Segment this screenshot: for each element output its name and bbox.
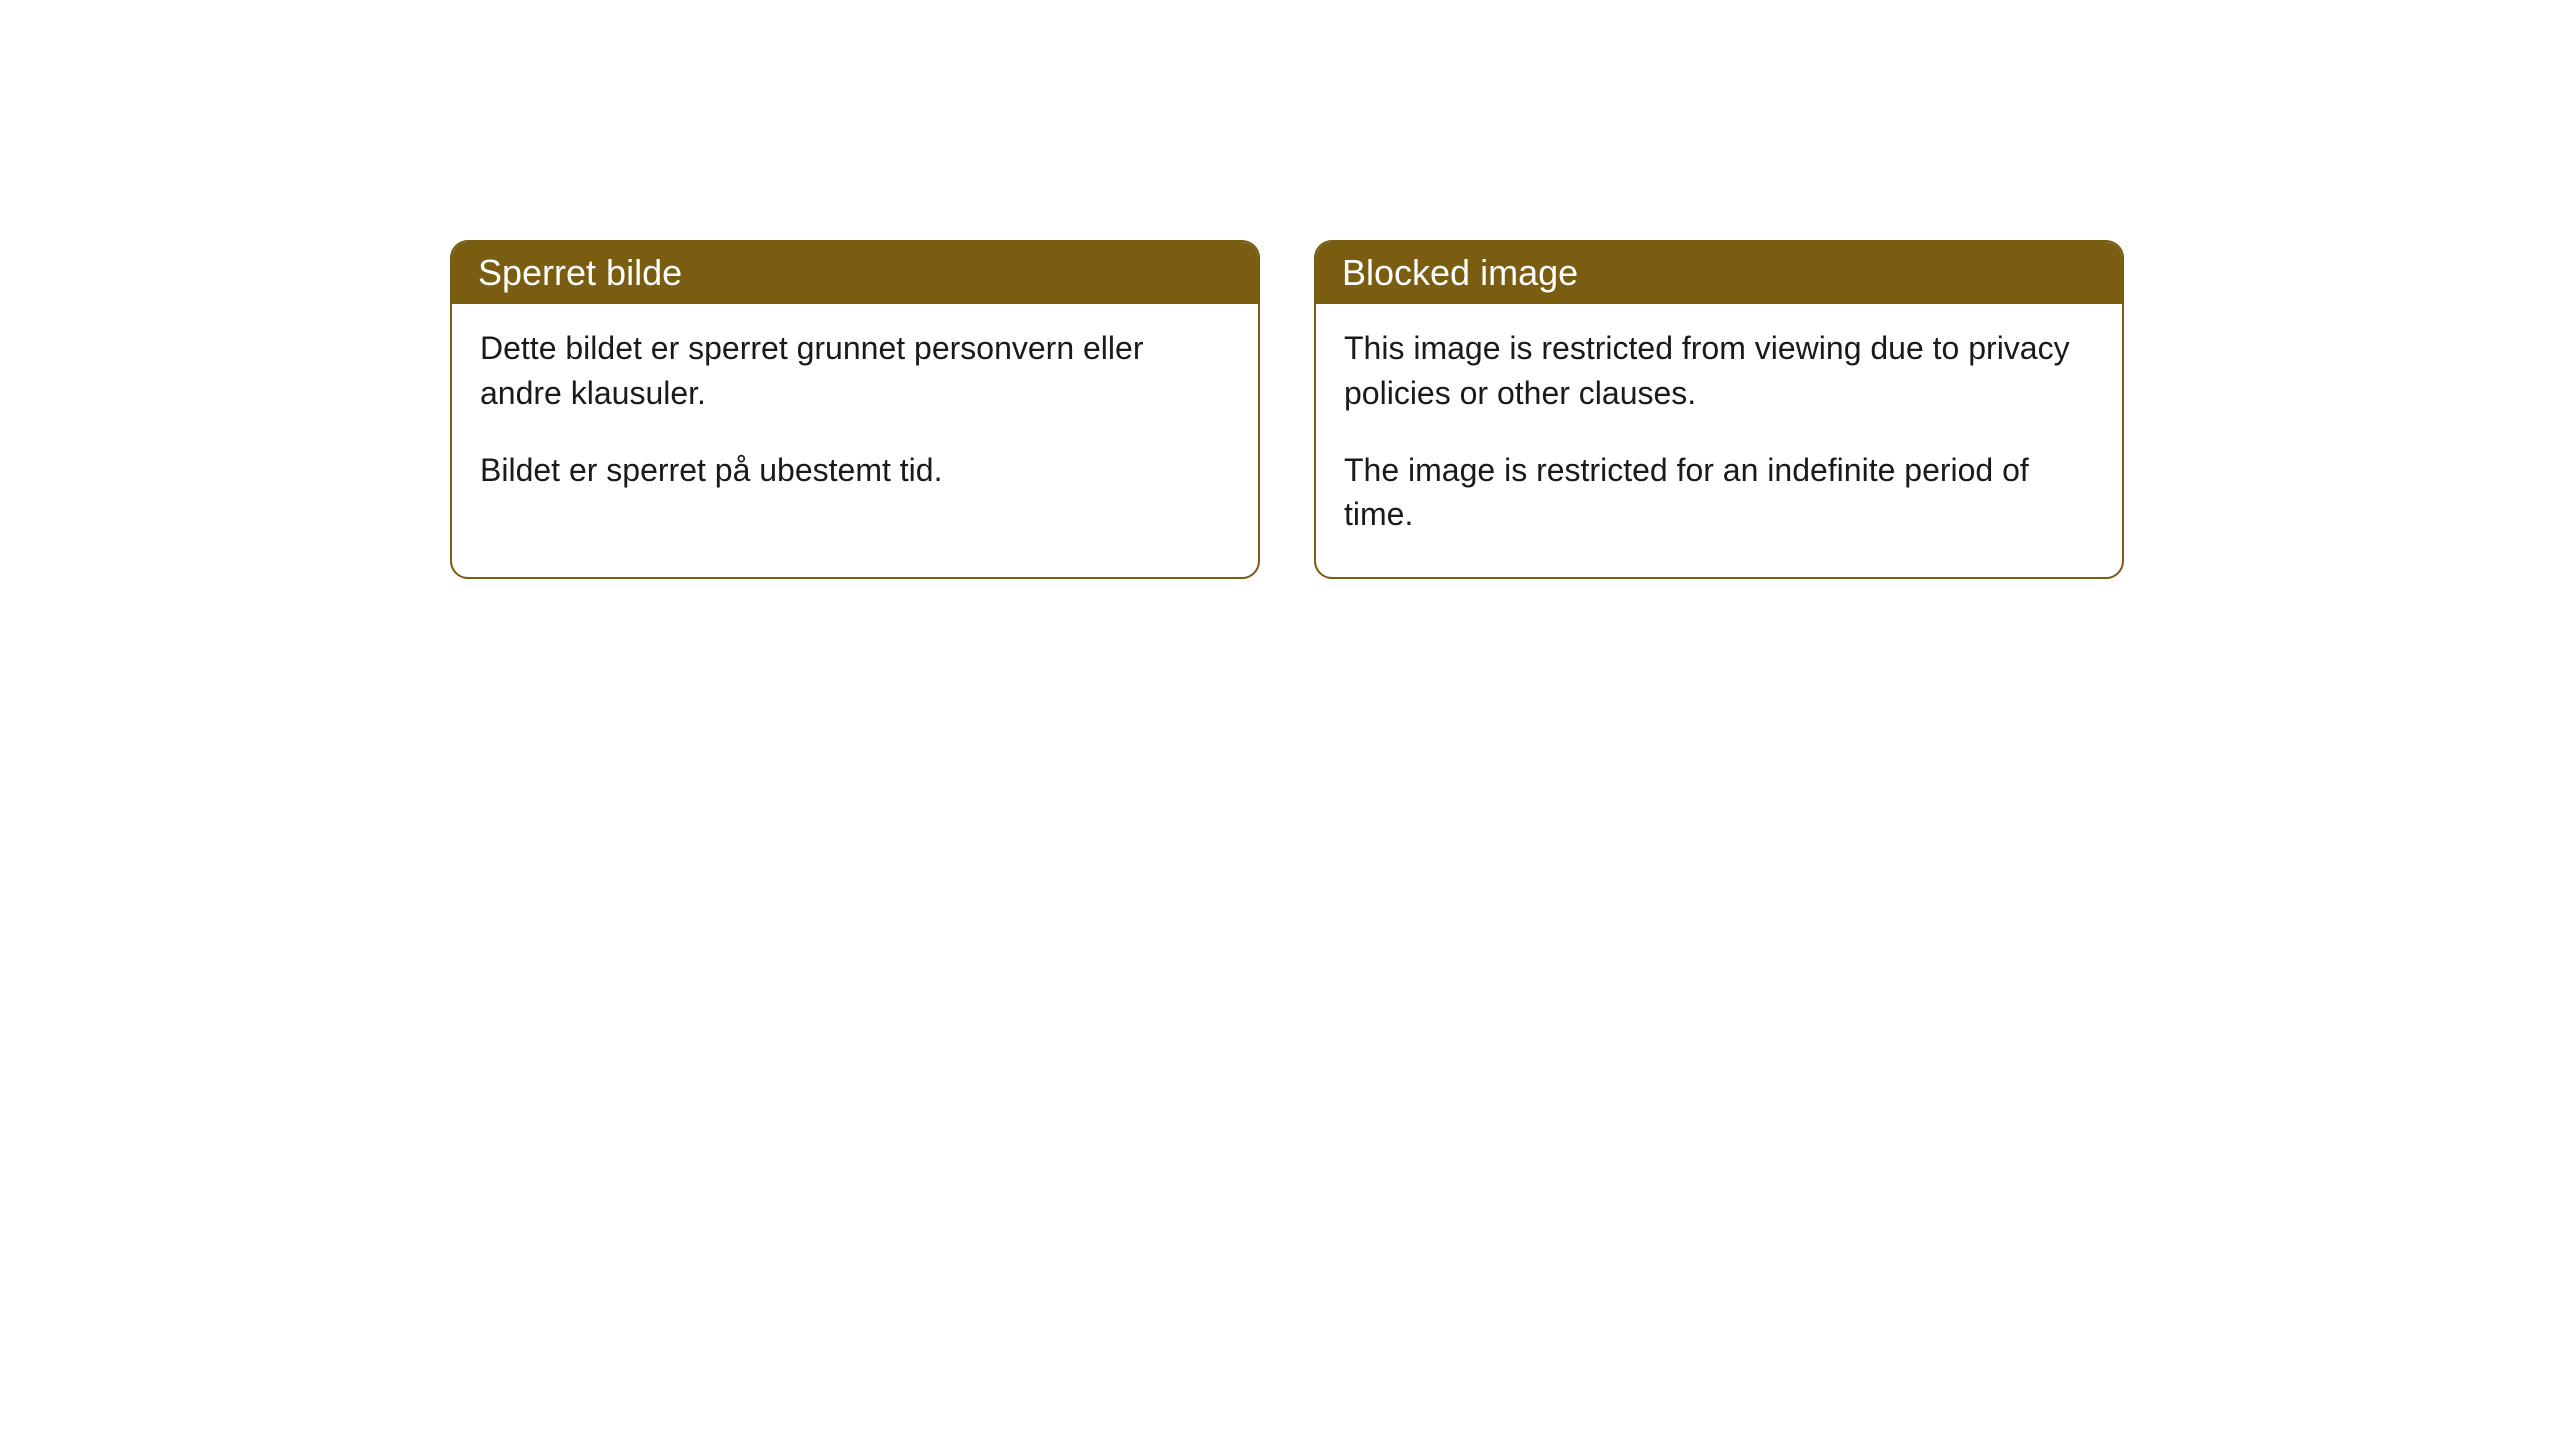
- card-text-1: Dette bildet er sperret grunnet personve…: [480, 326, 1230, 416]
- blocked-image-card-norwegian: Sperret bilde Dette bildet er sperret gr…: [450, 240, 1260, 579]
- card-text-2: The image is restricted for an indefinit…: [1344, 448, 2094, 538]
- card-text-1: This image is restricted from viewing du…: [1344, 326, 2094, 416]
- blocked-image-card-english: Blocked image This image is restricted f…: [1314, 240, 2124, 579]
- card-text-2: Bildet er sperret på ubestemt tid.: [480, 448, 1230, 493]
- card-body-norwegian: Dette bildet er sperret grunnet personve…: [452, 304, 1258, 532]
- card-title: Sperret bilde: [478, 252, 682, 293]
- card-header-english: Blocked image: [1316, 242, 2122, 304]
- card-header-norwegian: Sperret bilde: [452, 242, 1258, 304]
- card-body-english: This image is restricted from viewing du…: [1316, 304, 2122, 577]
- cards-container: Sperret bilde Dette bildet er sperret gr…: [450, 240, 2124, 579]
- card-title: Blocked image: [1342, 252, 1578, 293]
